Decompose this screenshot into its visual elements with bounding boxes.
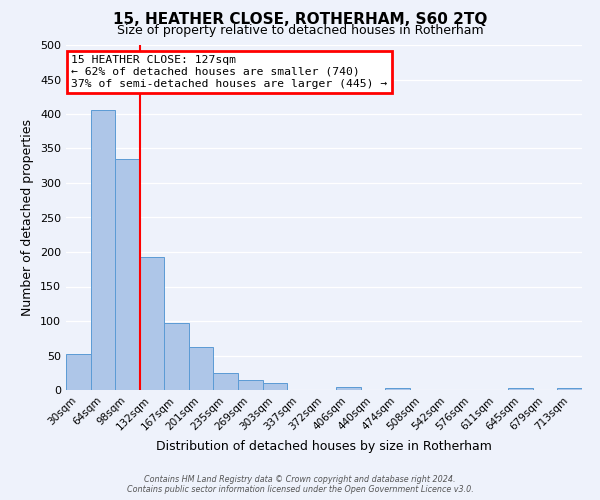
X-axis label: Distribution of detached houses by size in Rotherham: Distribution of detached houses by size … <box>156 440 492 453</box>
Bar <box>115 159 140 390</box>
Bar <box>189 346 214 390</box>
Bar <box>214 373 238 390</box>
Bar <box>508 388 533 390</box>
Bar <box>385 388 410 390</box>
Bar <box>238 380 263 390</box>
Bar <box>336 386 361 390</box>
Y-axis label: Number of detached properties: Number of detached properties <box>22 119 34 316</box>
Text: Size of property relative to detached houses in Rotherham: Size of property relative to detached ho… <box>116 24 484 37</box>
Bar <box>66 354 91 390</box>
Bar <box>164 323 189 390</box>
Text: 15 HEATHER CLOSE: 127sqm
← 62% of detached houses are smaller (740)
37% of semi-: 15 HEATHER CLOSE: 127sqm ← 62% of detach… <box>71 56 388 88</box>
Bar <box>91 110 115 390</box>
Text: Contains HM Land Registry data © Crown copyright and database right 2024.
Contai: Contains HM Land Registry data © Crown c… <box>127 474 473 494</box>
Bar <box>263 383 287 390</box>
Bar <box>140 257 164 390</box>
Text: 15, HEATHER CLOSE, ROTHERHAM, S60 2TQ: 15, HEATHER CLOSE, ROTHERHAM, S60 2TQ <box>113 12 487 28</box>
Bar <box>557 388 582 390</box>
